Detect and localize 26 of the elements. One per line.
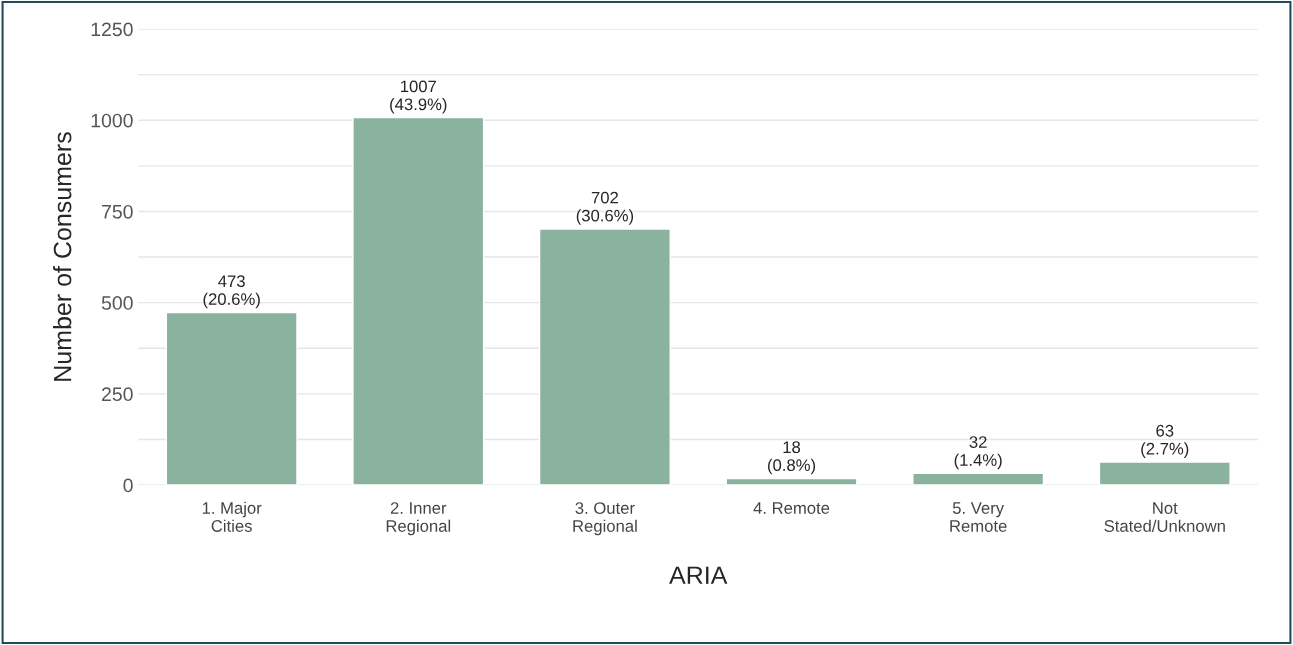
y-axis-title: Number of Consumers xyxy=(53,132,72,381)
bar xyxy=(538,228,671,486)
x-tick-label: Not Stated/Unknown xyxy=(1104,502,1225,532)
bar xyxy=(1098,461,1231,486)
data-label: 63 (2.7%) xyxy=(1141,424,1189,458)
x-tick-label: 4. Remote xyxy=(753,502,830,514)
y-tick-label: 1250 xyxy=(91,22,133,37)
data-label: 473 (20.6%) xyxy=(203,275,260,309)
y-tick-label: 750 xyxy=(102,204,133,219)
y-tick-label: 0 xyxy=(123,478,133,493)
x-tick-label: 1. Major Cities xyxy=(202,501,262,532)
x-tick-label: 2. Inner Regional xyxy=(386,502,451,536)
bar xyxy=(165,311,298,486)
x-axis-title: ARIA xyxy=(669,566,728,584)
y-tick-label: 500 xyxy=(101,296,133,310)
x-tick-label: 5. Very Remote xyxy=(950,502,1007,532)
y-tick-label: 250 xyxy=(102,387,133,402)
x-tick-label: 3. Outer Regional xyxy=(573,502,637,536)
bar xyxy=(912,472,1045,486)
data-label: 18 (0.8%) xyxy=(768,441,816,475)
data-label: 1007 (43.9%) xyxy=(390,80,447,114)
data-label: 32 (1.4%) xyxy=(954,436,1002,470)
data-label: 702 (30.6%) xyxy=(576,191,634,225)
bar xyxy=(725,477,858,486)
bar xyxy=(352,116,485,486)
y-tick-label: 1000 xyxy=(91,113,133,128)
